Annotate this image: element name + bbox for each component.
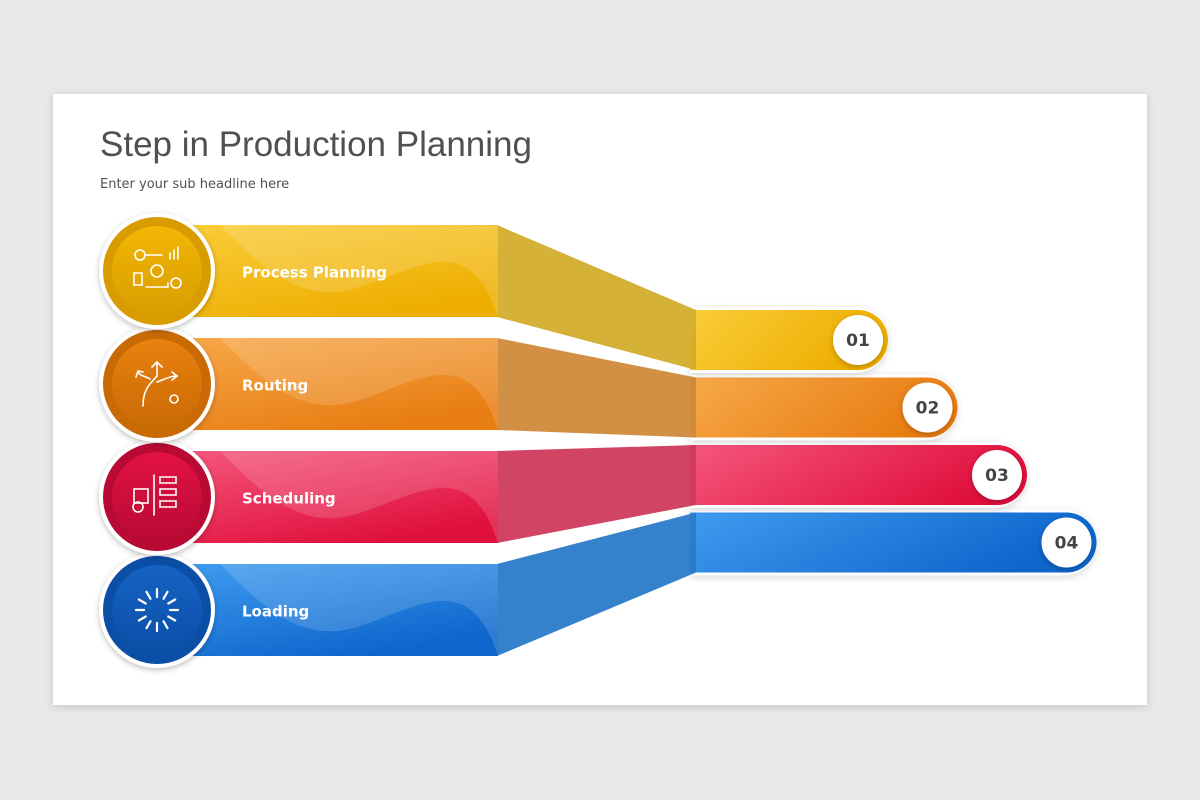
icon-part bbox=[145, 590, 152, 600]
band-wave bbox=[220, 225, 498, 317]
step-tail-fill bbox=[690, 377, 958, 438]
step-connector bbox=[497, 338, 696, 438]
icon-part bbox=[145, 620, 152, 630]
step-number: 03 bbox=[985, 466, 1009, 486]
number-badge bbox=[972, 450, 1022, 500]
number-badge bbox=[902, 382, 953, 433]
icon-part bbox=[170, 277, 182, 289]
band-wave bbox=[220, 338, 498, 430]
step: Routing 02 bbox=[99, 326, 958, 442]
icon-part bbox=[132, 501, 144, 513]
step-connector bbox=[497, 512, 696, 656]
step: Process Planning 01 bbox=[99, 213, 888, 373]
icon-part bbox=[167, 615, 177, 622]
step-label: Routing bbox=[242, 377, 308, 395]
icon-part bbox=[133, 246, 179, 288]
icon bbox=[132, 474, 177, 516]
icon-part bbox=[153, 474, 177, 516]
step-connector bbox=[497, 445, 696, 543]
step-number: 01 bbox=[846, 331, 870, 351]
icon-part bbox=[169, 394, 179, 404]
icon-part bbox=[135, 360, 179, 407]
icon-inner bbox=[112, 452, 202, 542]
icon-part bbox=[162, 620, 169, 630]
steps: Loading 04 Scheduling 03 Routing 02 Process Pl… bbox=[99, 213, 1097, 668]
icon-inner bbox=[112, 565, 202, 655]
icon-inner bbox=[112, 226, 202, 316]
number-badge bbox=[1041, 517, 1092, 568]
icon-part bbox=[137, 598, 147, 605]
band-wave bbox=[220, 564, 498, 656]
step-label: Scheduling bbox=[242, 490, 336, 508]
icon bbox=[134, 587, 180, 633]
icon-part bbox=[137, 615, 147, 622]
icon-part bbox=[150, 264, 164, 278]
icon bbox=[135, 360, 179, 407]
band-wave bbox=[220, 451, 498, 543]
step-label: Loading bbox=[242, 603, 309, 621]
step-tail-fill bbox=[690, 512, 1097, 573]
step-tail-fill bbox=[690, 445, 1027, 505]
icon-inner bbox=[112, 339, 202, 429]
icon-part bbox=[167, 598, 177, 605]
step: Loading 04 bbox=[99, 509, 1097, 668]
subtitle: Enter your sub headline here bbox=[100, 177, 289, 192]
step-band bbox=[180, 225, 498, 317]
icon-part bbox=[162, 590, 169, 600]
step-number: 04 bbox=[1055, 534, 1079, 554]
step-band bbox=[180, 564, 498, 656]
step-connector bbox=[497, 225, 696, 370]
icon bbox=[133, 246, 182, 289]
number-badge bbox=[833, 315, 883, 365]
title: Step in Production Planning bbox=[100, 125, 532, 164]
step-band bbox=[180, 338, 498, 430]
step-number: 02 bbox=[916, 399, 940, 419]
step-band bbox=[180, 451, 498, 543]
step: Scheduling 03 bbox=[99, 439, 1027, 555]
step-label: Process Planning bbox=[242, 264, 387, 282]
